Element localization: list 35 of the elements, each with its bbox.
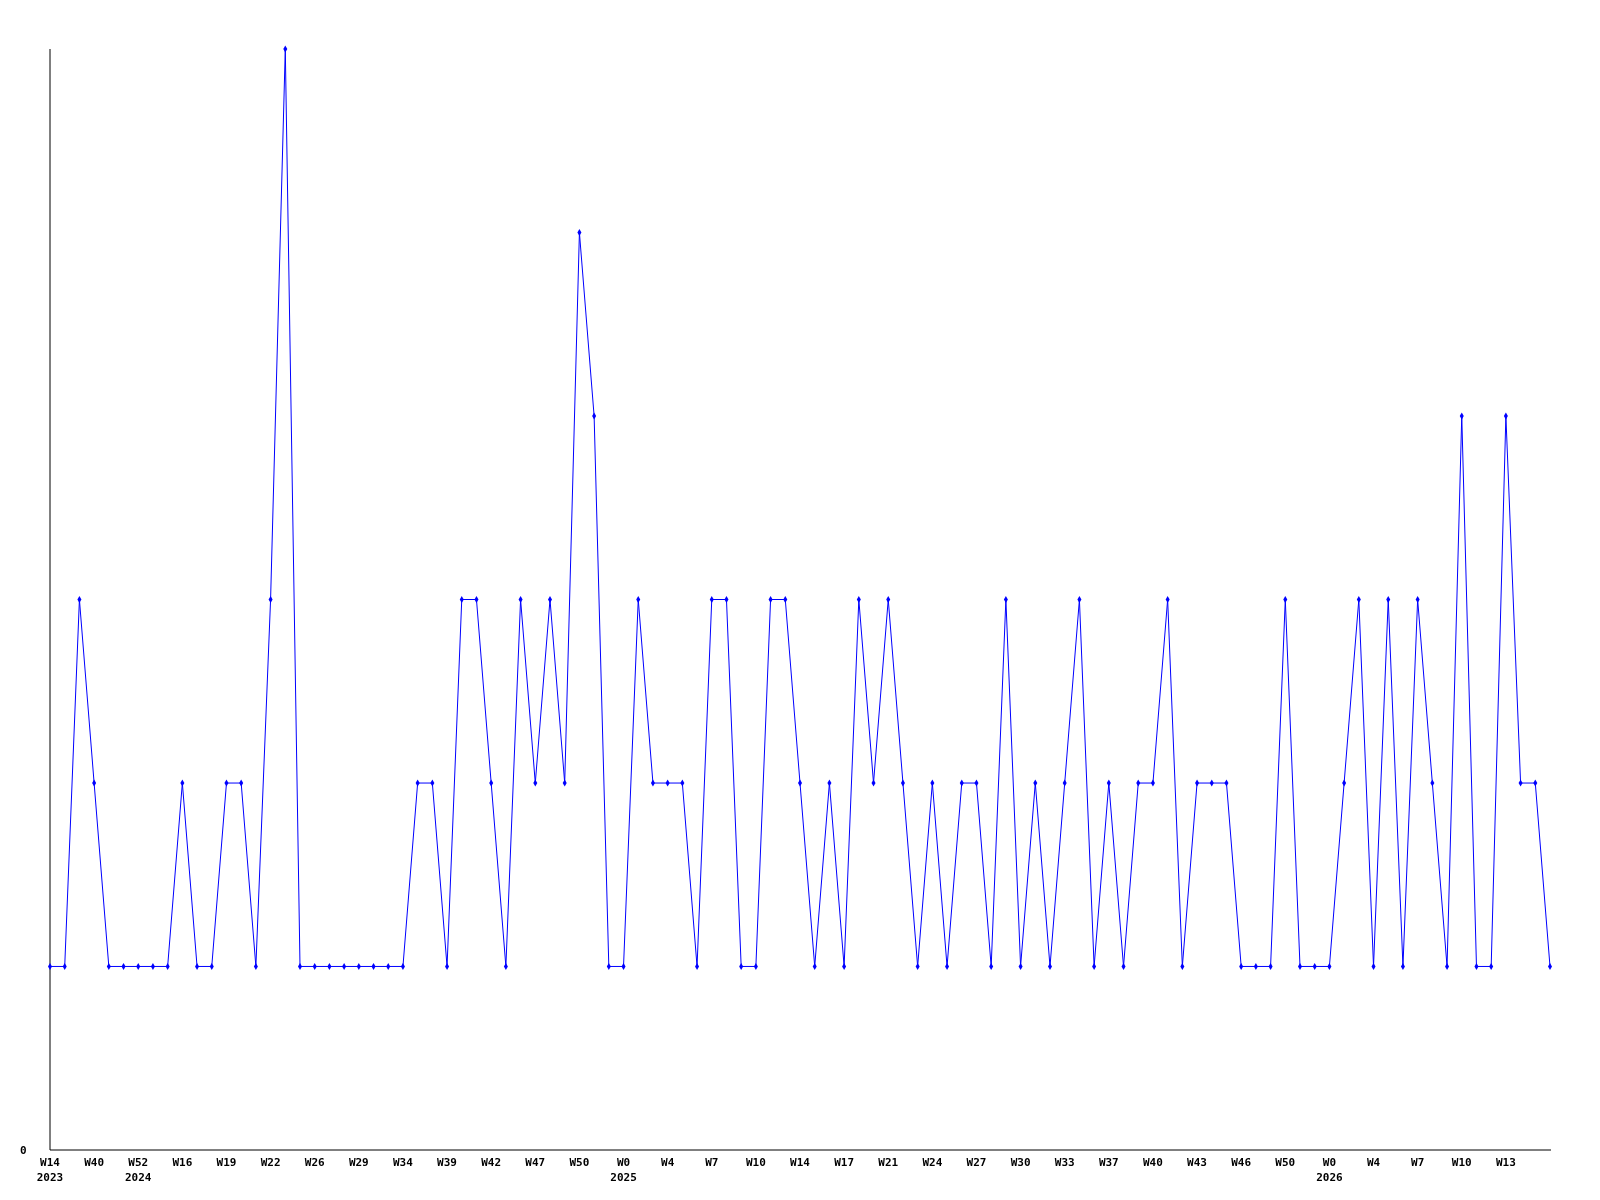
x-tick-label: W40 xyxy=(84,1156,105,1169)
x-tick-label: W50 xyxy=(1275,1156,1296,1169)
x-tick-label: W0 2025 xyxy=(610,1156,637,1184)
x-tick-label: W10 xyxy=(1451,1156,1472,1169)
x-tick-label: W47 xyxy=(525,1156,546,1169)
x-tick-label: W24 xyxy=(922,1156,943,1169)
x-tick-label: W46 xyxy=(1231,1156,1252,1169)
x-tick-label: W37 xyxy=(1098,1156,1119,1169)
x-tick-label: W43 xyxy=(1187,1156,1207,1169)
x-tick-label: W27 xyxy=(966,1156,987,1169)
x-tick-label: W33 xyxy=(1054,1156,1075,1169)
text: 0 xyxy=(20,1144,27,1157)
x-tick-label: W19 xyxy=(216,1156,237,1169)
x-tick-label: W0 2026 xyxy=(1316,1156,1344,1184)
x-tick-label: W22 xyxy=(260,1156,281,1169)
x-tick-label: W17 xyxy=(834,1156,855,1169)
x-tick-label: W10 xyxy=(745,1156,766,1169)
x-tick-label: W40 xyxy=(1143,1156,1163,1169)
x-tick-label: W34 xyxy=(393,1156,414,1169)
x-tick-label: W21 xyxy=(878,1156,899,1169)
x-tick-label: W39 xyxy=(437,1156,457,1169)
x-tick-label: W4 xyxy=(661,1156,675,1169)
x-tick-label: W13 xyxy=(1495,1156,1516,1169)
x-tick-label: W50 xyxy=(569,1156,590,1169)
x-tick-label: W26 xyxy=(304,1156,326,1169)
x-tick-label: W7 xyxy=(705,1156,719,1169)
x-tick-label: W42 xyxy=(481,1156,502,1169)
x-tick-label: W14 2023 xyxy=(36,1156,64,1184)
x-tick-label: W29 xyxy=(348,1156,369,1169)
x-tick-label: W7 xyxy=(1411,1156,1425,1169)
x-tick-label: W4 xyxy=(1366,1156,1381,1169)
x-tick-label: W52 2024 xyxy=(124,1156,152,1184)
x-tick-label: W30 xyxy=(1010,1156,1031,1169)
x-tick-label: W14 xyxy=(790,1156,811,1169)
x-tick-label: W16 xyxy=(172,1156,193,1169)
